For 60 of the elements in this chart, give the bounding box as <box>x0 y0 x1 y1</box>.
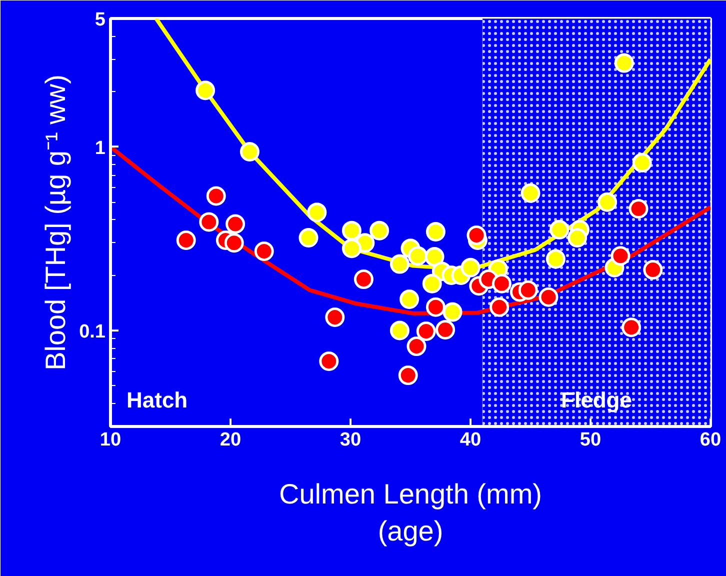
point <box>319 352 339 371</box>
x-tick-label: 10 <box>100 430 122 450</box>
point <box>426 297 446 317</box>
point <box>398 366 418 386</box>
point <box>422 274 442 294</box>
x-tick-label: 40 <box>460 430 482 450</box>
x-axis-title: Culmen Length (mm) (age) <box>279 478 542 547</box>
y-tick-label: 0.1 <box>79 321 106 342</box>
point <box>240 142 260 162</box>
point <box>354 270 374 290</box>
point <box>436 320 456 340</box>
point <box>390 254 410 274</box>
y-tick-label: 1 <box>94 138 106 159</box>
x-tick-label: 50 <box>580 430 602 450</box>
point <box>370 220 390 240</box>
point <box>224 233 244 253</box>
point <box>196 80 216 100</box>
point <box>325 308 345 328</box>
y-axis-title: Blood [THg] (µg g⁻¹ ww) <box>40 74 72 370</box>
line-series <box>110 144 710 316</box>
point <box>176 230 196 250</box>
point <box>610 246 630 266</box>
y-tick-label: 5 <box>94 10 106 30</box>
point <box>390 320 410 340</box>
point <box>406 336 426 356</box>
band-label: Fledge <box>561 388 632 412</box>
x-tick-label: 20 <box>220 430 242 450</box>
point <box>460 258 480 278</box>
point <box>518 280 538 300</box>
point <box>298 228 318 248</box>
point <box>307 202 327 222</box>
point <box>598 192 618 212</box>
point <box>206 186 226 206</box>
point <box>416 322 436 342</box>
annotation: Hatch <box>126 388 188 412</box>
point <box>568 228 588 248</box>
point <box>442 302 462 322</box>
x-tick-label: 30 <box>340 430 362 450</box>
point <box>424 247 444 267</box>
x-tick-label: 60 <box>700 430 722 450</box>
point <box>342 238 362 258</box>
point <box>550 220 570 240</box>
point <box>632 152 652 172</box>
point <box>490 297 510 317</box>
point <box>643 260 663 280</box>
point <box>254 242 274 262</box>
point <box>426 222 446 242</box>
point <box>538 287 558 307</box>
point <box>520 183 540 203</box>
point <box>342 220 362 240</box>
point <box>492 274 512 294</box>
point <box>546 249 566 269</box>
point <box>199 212 219 232</box>
point <box>408 246 428 266</box>
point <box>226 214 246 234</box>
point <box>622 318 642 338</box>
point <box>466 226 486 245</box>
point <box>400 289 420 309</box>
point <box>628 199 648 219</box>
point <box>614 53 634 73</box>
